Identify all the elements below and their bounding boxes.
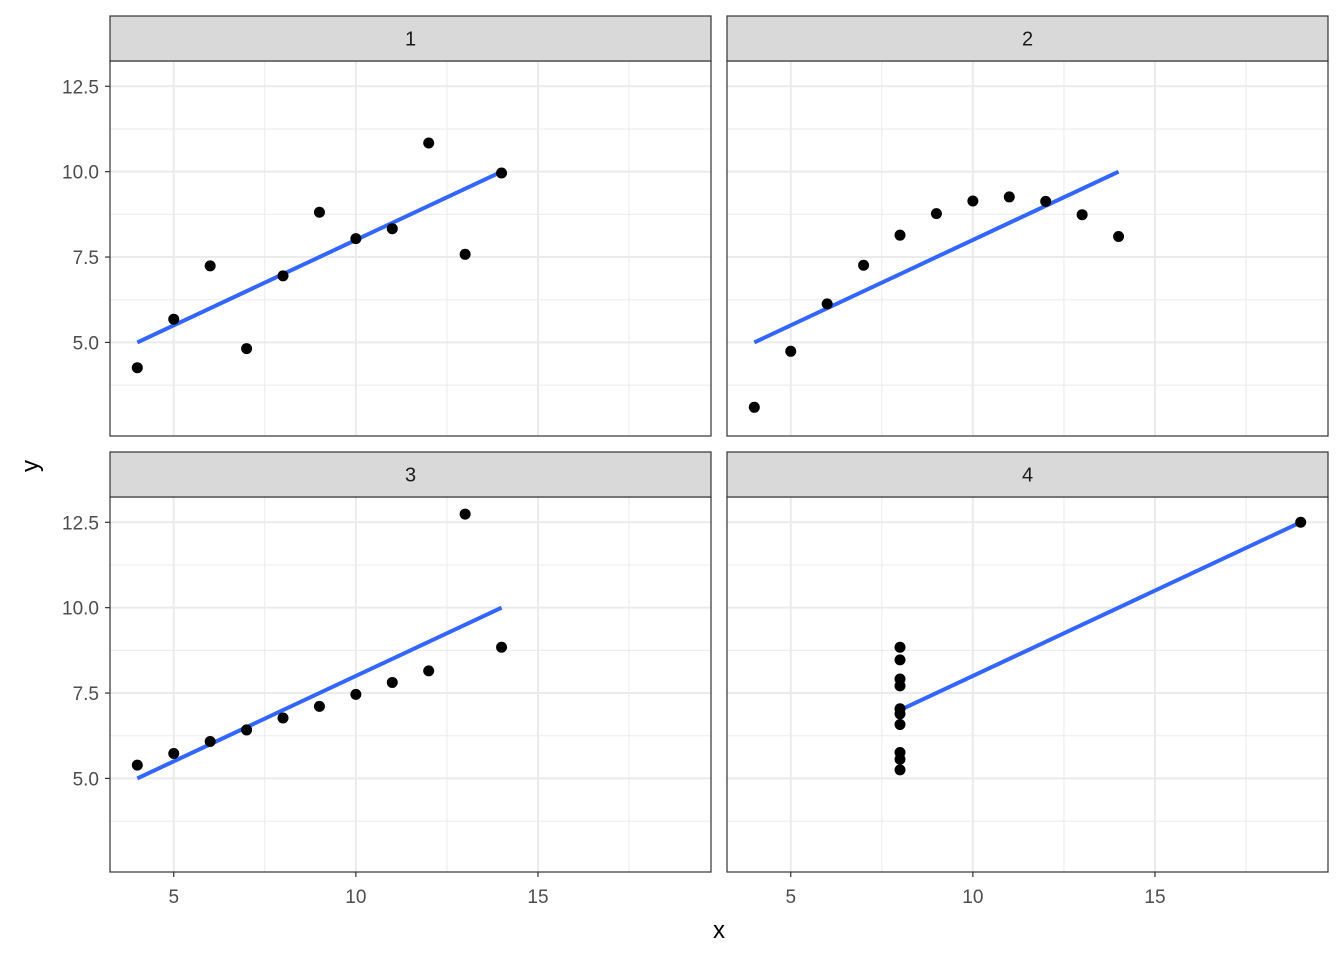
- x-tick-label: 15: [1144, 887, 1165, 908]
- data-point: [423, 665, 435, 677]
- y-tick-label: 12.5: [62, 513, 99, 534]
- y-tick-label: 5.0: [73, 769, 99, 790]
- data-point: [1076, 209, 1088, 221]
- data-point: [894, 673, 906, 685]
- facet-strip: [726, 451, 1329, 498]
- regression-line: [136, 169, 503, 345]
- y-tick-label: 5.0: [73, 333, 99, 354]
- data-point: [168, 313, 180, 325]
- panel-background: [727, 497, 1328, 872]
- data-point: [748, 401, 760, 413]
- facet-strip: [726, 15, 1329, 62]
- data-point: [423, 137, 435, 149]
- data-point: [204, 736, 216, 748]
- data-point: [894, 654, 906, 666]
- y-tick-label: 12.5: [62, 77, 99, 98]
- data-point: [241, 343, 253, 355]
- data-point: [459, 248, 471, 260]
- data-point: [168, 747, 180, 759]
- panel-background: [110, 497, 711, 872]
- regression-line: [899, 520, 1302, 712]
- data-point: [350, 688, 362, 700]
- facet-strip-label: 2: [1022, 29, 1033, 51]
- y-tick-label: 7.5: [73, 248, 99, 269]
- data-point: [350, 233, 362, 245]
- y-tick-label: 7.5: [73, 684, 99, 705]
- panels: 1 5.0 7.5 10.0 12.5 2 3 5.0 7.5 10.0 12.5 5 10 15 4 5 10…: [62, 15, 1329, 908]
- facet-panel-3: 3 5.0 7.5 10.0 12.5 5 10 15: [62, 451, 712, 908]
- regression-line: [136, 605, 503, 781]
- data-point: [131, 759, 143, 771]
- facet-panel-4: 4 5 10 15: [726, 451, 1329, 908]
- data-point: [131, 362, 143, 374]
- facet-panel-1: 1 5.0 7.5 10.0 12.5: [62, 15, 712, 437]
- facet-strip-label: 1: [405, 29, 416, 51]
- data-point: [277, 270, 289, 282]
- x-tick-label: 10: [345, 887, 366, 908]
- data-point: [313, 700, 325, 712]
- data-point: [1003, 191, 1015, 203]
- facet-strip-label: 3: [405, 465, 416, 487]
- data-point: [241, 724, 253, 736]
- data-point: [1295, 516, 1307, 528]
- x-tick-label: 5: [168, 887, 179, 908]
- y-tick-label: 10.0: [62, 163, 99, 184]
- data-point: [1040, 195, 1052, 207]
- facet-panel-2: 2: [726, 15, 1329, 437]
- data-point: [967, 195, 979, 207]
- facet-strip: [109, 451, 712, 498]
- data-point: [496, 641, 508, 653]
- data-point: [858, 259, 870, 271]
- data-point: [386, 223, 398, 235]
- data-point: [1113, 231, 1125, 243]
- y-axis-title: y: [17, 460, 44, 472]
- x-tick-label: 10: [962, 887, 983, 908]
- data-point: [785, 345, 797, 357]
- panel-background: [110, 61, 711, 436]
- x-axis-title: x: [713, 917, 725, 944]
- data-point: [496, 167, 508, 179]
- data-point: [277, 712, 289, 724]
- facet-strip: [109, 15, 712, 62]
- data-point: [821, 298, 833, 310]
- y-tick-label: 10.0: [62, 599, 99, 620]
- data-point: [459, 508, 471, 520]
- x-tick-label: 5: [785, 887, 796, 908]
- data-point: [204, 260, 216, 272]
- x-tick-label: 15: [527, 887, 548, 908]
- panel-background: [727, 61, 1328, 436]
- regression-line: [753, 169, 1120, 345]
- data-point: [894, 708, 906, 720]
- data-point: [894, 718, 906, 730]
- data-point: [386, 676, 398, 688]
- data-point: [894, 229, 906, 241]
- facet-strip-label: 4: [1022, 465, 1033, 487]
- data-point: [894, 753, 906, 765]
- data-point: [894, 764, 906, 776]
- data-point: [313, 206, 325, 218]
- data-point: [894, 641, 906, 653]
- data-point: [930, 208, 942, 220]
